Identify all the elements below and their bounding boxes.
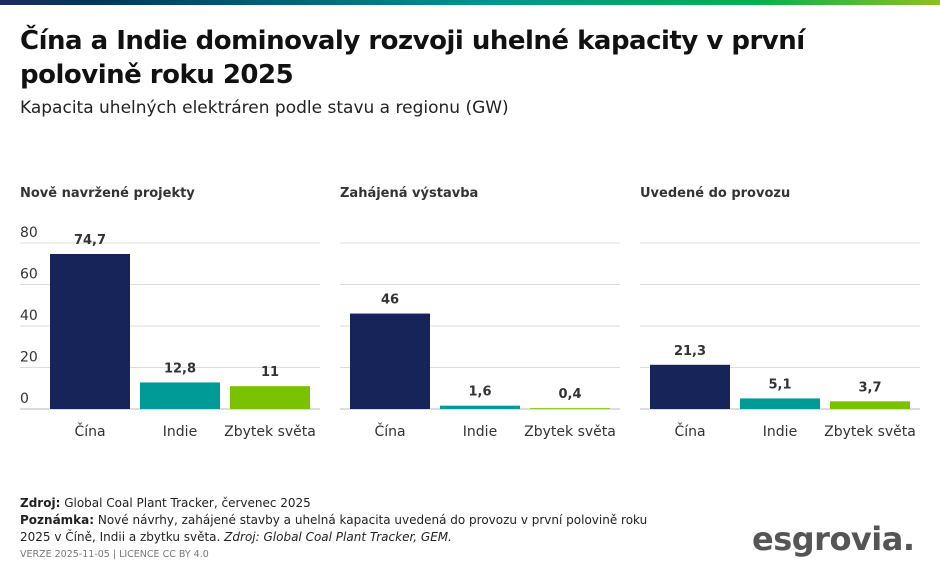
source-text: Global Coal Plant Tracker, červenec 2025 [60,496,311,510]
y-tick-label: 20 [20,350,38,366]
data-label: 3,7 [858,380,881,395]
panel-title: Nově navržené projekty [20,186,195,201]
bar [830,401,910,409]
y-tick-label: 40 [20,308,38,324]
panel-title: Zahájená výstavba [340,186,478,201]
category-label: Indie [163,424,197,440]
category-label: Zbytek světa [224,424,316,440]
panel-title: Uvedené do provozu [640,186,790,201]
data-label: 12,8 [164,361,196,376]
data-label: 21,3 [674,344,706,359]
top-gradient-bar [0,0,940,5]
chart-area: Nově navržené projekty 0 20 40 60 80 74,7 Čína 1… [20,186,920,440]
chart-subtitle: Kapacita uhelných elektráren podle stavu… [20,98,509,118]
data-label: 0,4 [558,387,581,402]
data-label: 1,6 [468,385,491,400]
bar [50,253,130,409]
bar [230,386,310,409]
note-source: Zdroj: Global Coal Plant Tracker, GEM. [224,530,452,544]
y-tick-label: 60 [20,267,38,283]
bar [440,405,520,409]
bar [140,382,220,409]
category-label: Zbytek světa [524,424,616,440]
data-label: 11 [261,365,279,380]
bar [350,313,430,409]
footer: Zdroj: Global Coal Plant Tracker, červen… [20,495,680,563]
version-text: VERZE 2025-11-05 | LICENCE CC BY 4.0 [20,549,209,560]
category-label: Čína [74,422,105,440]
data-label: 5,1 [768,377,791,392]
chart-title: Čína a Indie dominovaly rozvoji uhelné k… [20,26,805,90]
data-label: 46 [381,293,399,308]
y-tick-label: 80 [20,225,38,241]
source-label: Zdroj: [20,496,61,510]
note-text: Nové návrhy, zahájené stavby a uhelná ka… [20,513,648,544]
source-line: Zdroj: Global Coal Plant Tracker, červen… [20,495,680,512]
category-label: Čína [674,422,705,440]
category-label: Čína [374,422,405,440]
esgrovia-logo: esgrovia. [752,520,915,558]
bar [740,398,820,409]
note-line: Poznámka: Nové návrhy, zahájené stavby a… [20,512,680,546]
category-label: Zbytek světa [824,424,916,440]
bar [530,408,610,409]
category-label: Indie [763,424,797,440]
y-tick-label: 0 [20,391,29,407]
note-label: Poznámka: [20,513,95,527]
bar [650,364,730,409]
category-label: Indie [463,424,497,440]
data-label: 74,7 [74,233,106,248]
